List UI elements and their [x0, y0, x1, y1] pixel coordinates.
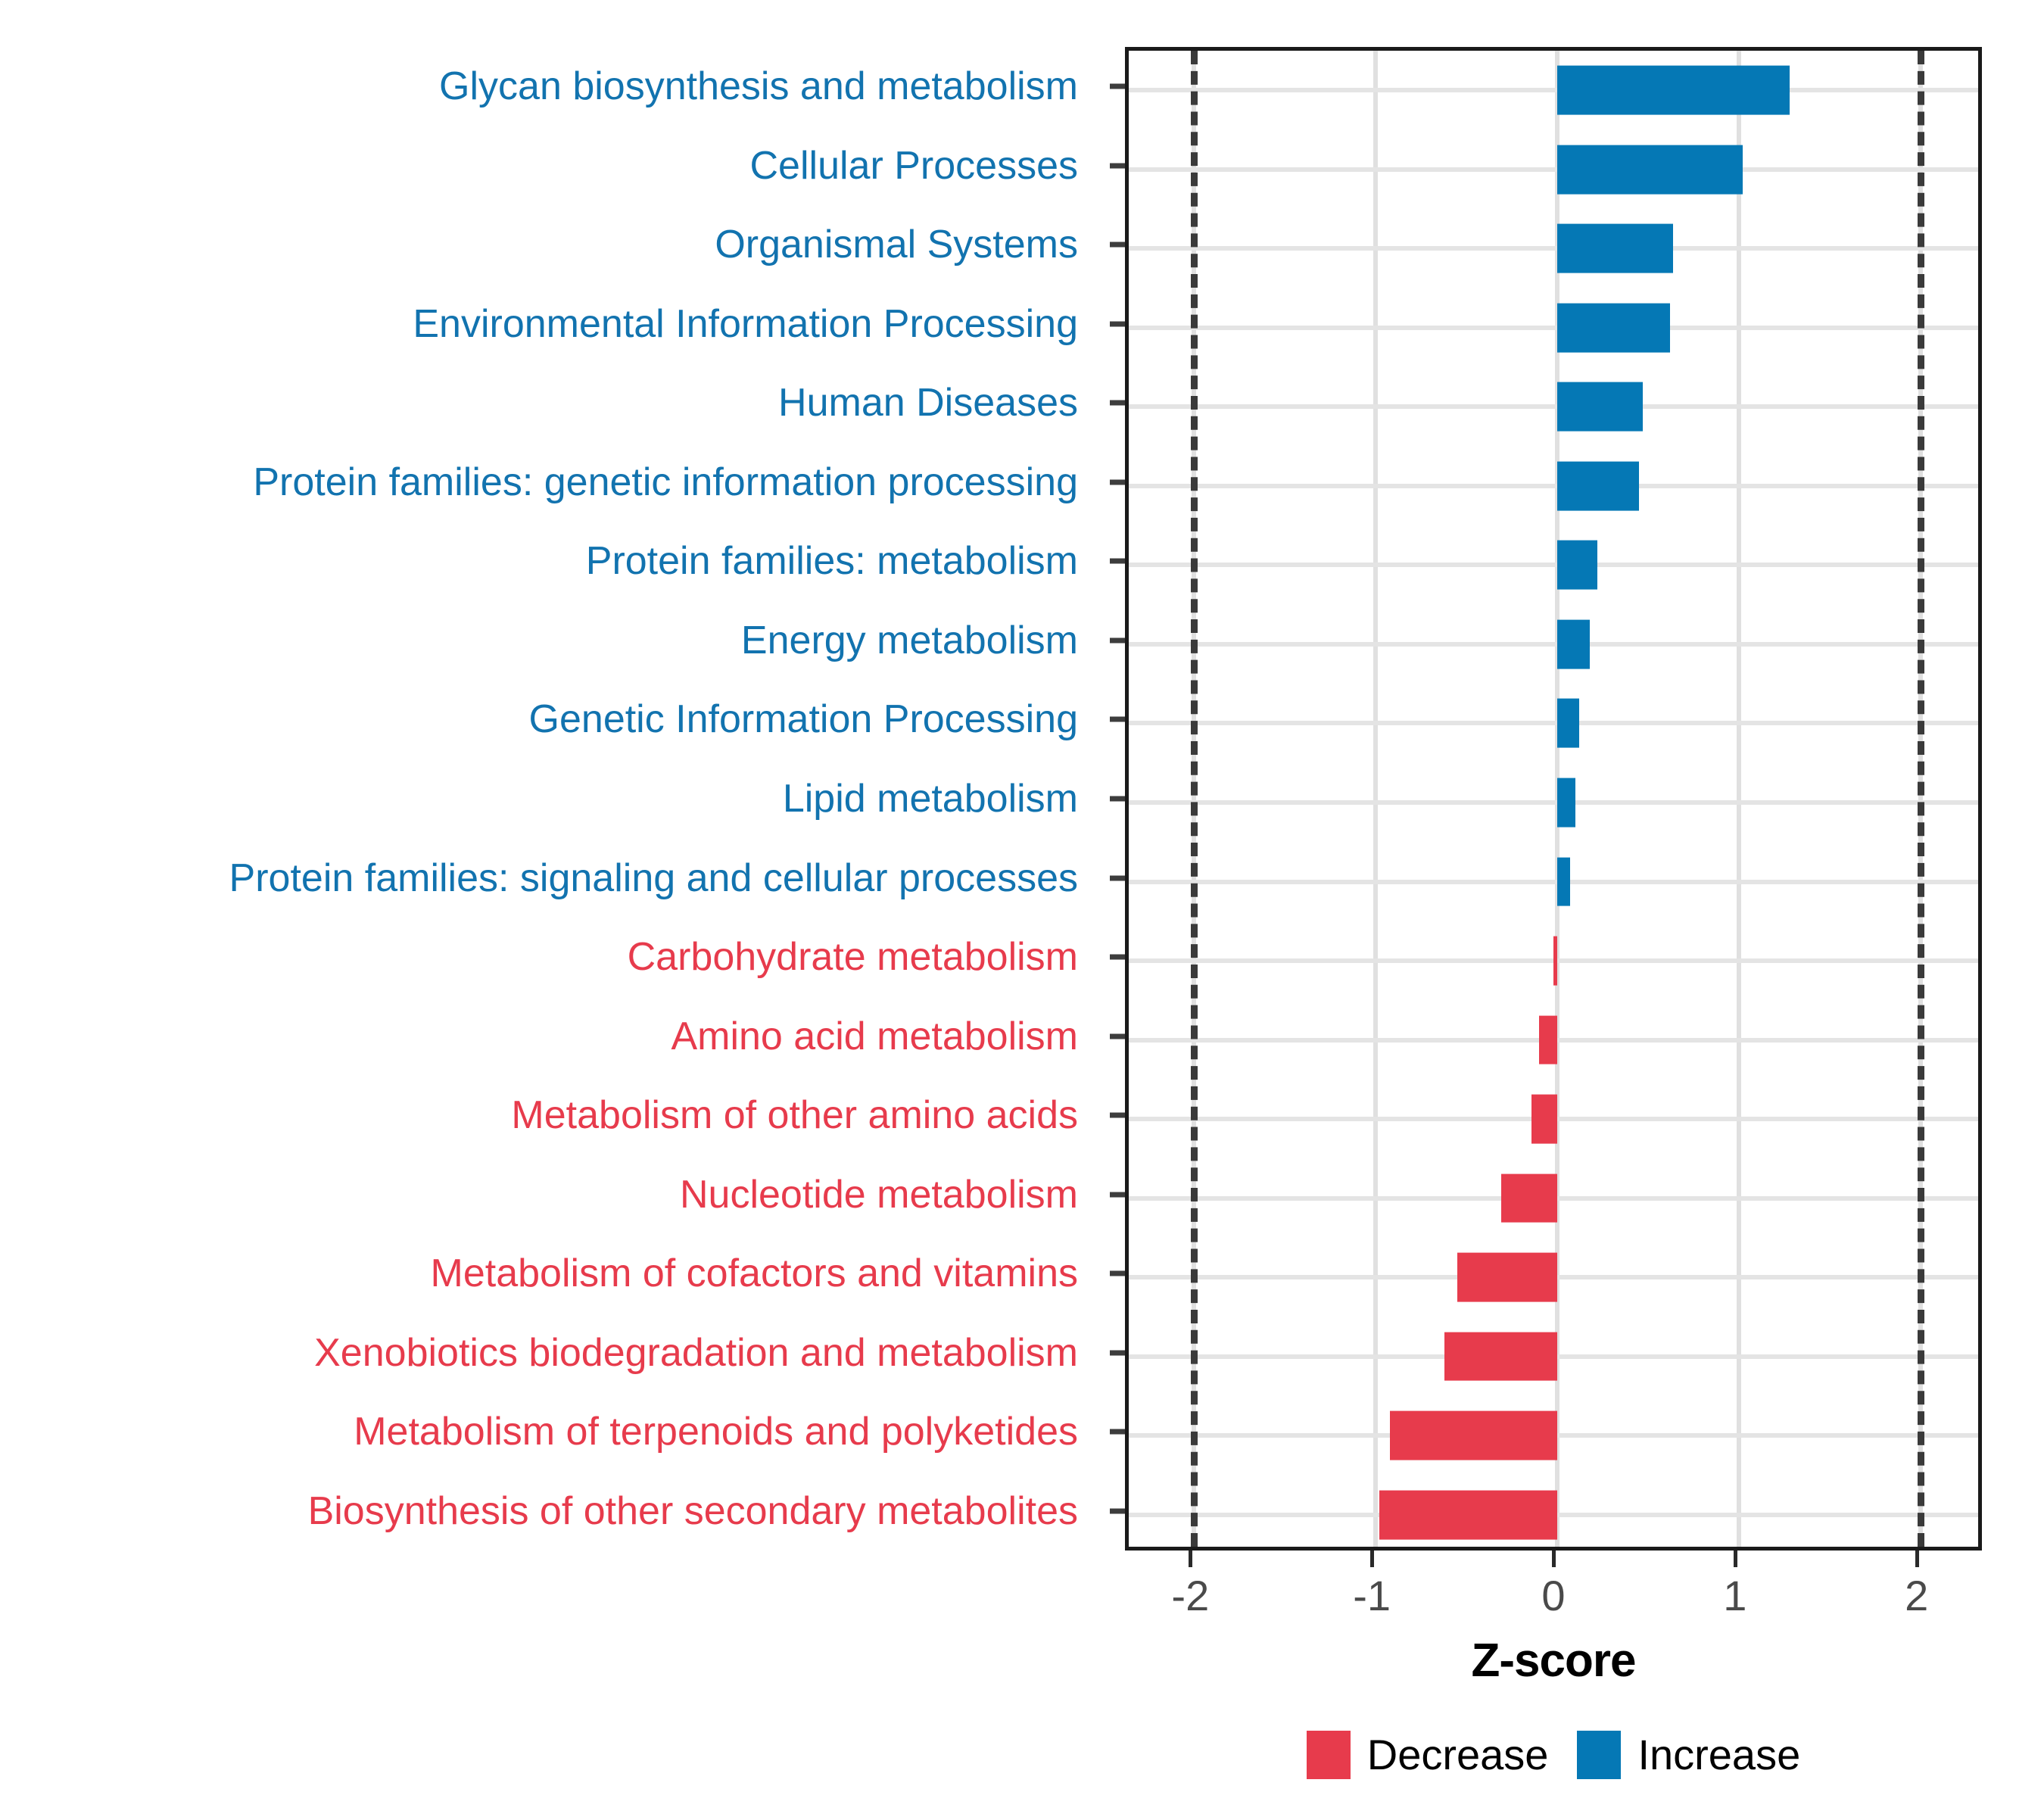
bar[interactable] [1557, 65, 1790, 115]
x-axis-tick-label: 1 [1723, 1572, 1747, 1619]
y-axis-label: Amino acid metabolism [671, 1014, 1078, 1058]
y-axis-label: Metabolism of cofactors and vitamins [430, 1251, 1078, 1296]
bar[interactable] [1557, 223, 1674, 273]
y-axis-label: Protein families: signaling and cellular… [229, 856, 1078, 900]
bar[interactable] [1379, 1490, 1557, 1540]
plot-panel [1125, 47, 1982, 1551]
chart-legend: Decrease Increase [1125, 1730, 1982, 1779]
y-axis-tick [1110, 637, 1125, 644]
y-axis-tick [1110, 163, 1125, 169]
legend-item-increase[interactable]: Increase [1577, 1730, 1800, 1779]
y-axis-label: Protein families: genetic information pr… [253, 460, 1078, 504]
bar[interactable] [1531, 1094, 1557, 1144]
bar[interactable] [1557, 303, 1670, 353]
y-axis-label: Environmental Information Processing [413, 301, 1078, 346]
y-axis-label: Protein families: metabolism [585, 539, 1078, 584]
x-axis-tick [1552, 1551, 1556, 1567]
gridline-horizontal [1129, 167, 1978, 172]
y-axis-label: Human Diseases [778, 381, 1078, 425]
y-axis-tick [1110, 716, 1125, 722]
y-axis-tick [1110, 1033, 1125, 1039]
y-axis-tick [1110, 1508, 1125, 1514]
gridline-horizontal [1129, 563, 1978, 568]
y-axis-label: Cellular Processes [749, 143, 1079, 188]
y-axis-label: Metabolism of other amino acids [511, 1093, 1078, 1138]
bar[interactable] [1557, 699, 1579, 748]
y-axis-tick [1110, 479, 1125, 485]
y-axis-tick [1110, 1350, 1125, 1356]
legend-swatch-decrease-icon [1306, 1730, 1351, 1779]
y-axis-tick [1110, 558, 1125, 564]
reference-line [1917, 51, 1924, 1547]
y-axis-label: Organismal Systems [715, 223, 1078, 267]
bar[interactable] [1557, 382, 1643, 432]
gridline-horizontal [1129, 641, 1978, 647]
gridline-horizontal [1129, 483, 1978, 488]
x-axis-tick [1733, 1551, 1737, 1567]
reference-line [1191, 51, 1198, 1547]
y-axis-tick [1110, 1192, 1125, 1198]
gridline-vertical [1373, 51, 1379, 1547]
bar[interactable] [1539, 1015, 1557, 1064]
legend-item-decrease[interactable]: Decrease [1306, 1730, 1549, 1779]
y-axis-tick [1110, 954, 1125, 960]
y-axis-label: Energy metabolism [740, 618, 1078, 662]
x-axis-tick-label: -1 [1353, 1572, 1391, 1619]
x-axis-tick-label: 2 [1905, 1572, 1929, 1619]
bar[interactable] [1557, 461, 1639, 511]
y-axis-label: Metabolism of terpenoids and polyketides [354, 1410, 1078, 1454]
plot-area [1129, 51, 1978, 1547]
bar[interactable] [1557, 619, 1591, 669]
x-axis-tick [1189, 1551, 1193, 1567]
y-axis-label: Biosynthesis of other secondary metaboli… [307, 1488, 1078, 1533]
y-axis-label: Glycan biosynthesis and metabolism [439, 64, 1078, 109]
gridline-horizontal [1129, 800, 1978, 805]
legend-label-decrease: Decrease [1366, 1731, 1549, 1778]
bar[interactable] [1557, 145, 1743, 195]
x-axis-tick-label: -2 [1171, 1572, 1210, 1619]
bar[interactable] [1444, 1332, 1557, 1382]
y-axis-tick [1110, 1270, 1125, 1276]
y-axis-label: Xenobiotics biodegradation and metabolis… [314, 1330, 1078, 1375]
x-axis-tick [1915, 1551, 1919, 1567]
y-axis-label: Lipid metabolism [782, 777, 1078, 821]
y-axis-tick [1110, 875, 1125, 881]
y-axis-tick [1110, 400, 1125, 406]
gridline-horizontal [1129, 958, 1978, 964]
gridline-vertical [1736, 51, 1741, 1547]
x-axis-title: Z-score [1471, 1635, 1637, 1687]
y-axis-tick [1110, 242, 1125, 248]
bar[interactable] [1557, 778, 1575, 827]
y-axis-tick [1110, 83, 1125, 89]
gridline-horizontal [1129, 404, 1978, 410]
bar[interactable] [1390, 1410, 1557, 1460]
gridline-horizontal [1129, 721, 1978, 726]
y-axis-label: Genetic Information Processing [528, 697, 1078, 742]
gridline-horizontal [1129, 88, 1978, 93]
x-axis-tick-label: 0 [1541, 1572, 1566, 1619]
y-axis-tick [1110, 1112, 1125, 1118]
legend-swatch-increase-icon [1577, 1730, 1622, 1779]
y-axis-label: Nucleotide metabolism [679, 1172, 1078, 1217]
gridline-horizontal [1129, 325, 1978, 330]
y-axis-tick [1110, 321, 1125, 327]
x-axis-tick [1370, 1551, 1375, 1567]
y-axis-tick [1110, 1429, 1125, 1435]
bar[interactable] [1553, 936, 1557, 986]
bar[interactable] [1457, 1252, 1557, 1302]
y-axis-label-column: Glycan biosynthesis and metabolism Cellul… [0, 0, 1125, 1552]
bar[interactable] [1557, 541, 1597, 590]
gridline-horizontal [1129, 246, 1978, 251]
gridline-horizontal [1129, 879, 1978, 884]
bar[interactable] [1557, 857, 1570, 906]
y-axis-tick [1110, 796, 1125, 802]
legend-label-increase: Increase [1637, 1731, 1801, 1778]
bar[interactable] [1500, 1173, 1557, 1223]
y-axis-label: Carbohydrate metabolism [627, 935, 1078, 980]
